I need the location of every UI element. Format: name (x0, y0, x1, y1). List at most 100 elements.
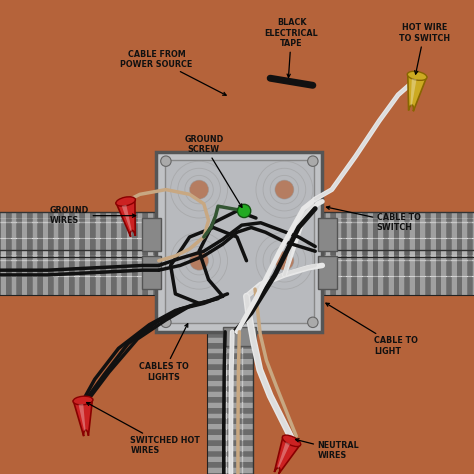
Bar (383, 250, 388, 295)
Bar (138, 250, 143, 295)
Bar (420, 250, 425, 295)
Bar (133, 250, 137, 295)
Bar (165, 160, 314, 323)
Bar (22, 212, 27, 257)
Bar (415, 250, 420, 295)
Bar (154, 250, 158, 295)
Bar (122, 212, 127, 257)
Bar (96, 250, 100, 295)
Bar (207, 430, 253, 435)
Bar (452, 250, 456, 295)
Bar (363, 212, 367, 257)
Text: CABLE TO
SWITCH: CABLE TO SWITCH (327, 206, 421, 232)
Bar (207, 446, 253, 451)
Bar (410, 250, 415, 295)
Bar (463, 212, 467, 257)
Text: CABLE TO
LIGHT: CABLE TO LIGHT (326, 303, 419, 356)
Bar (127, 212, 132, 257)
Bar (17, 250, 21, 295)
Bar (389, 212, 393, 257)
Bar (341, 250, 346, 295)
Bar (207, 473, 253, 474)
Bar (142, 218, 161, 251)
Bar (399, 250, 404, 295)
Bar (468, 250, 473, 295)
Ellipse shape (308, 317, 318, 328)
Bar (69, 250, 74, 295)
Bar (11, 250, 16, 295)
Polygon shape (73, 400, 92, 436)
Bar (207, 403, 253, 408)
Bar (33, 250, 37, 295)
Bar (426, 250, 430, 295)
Bar (64, 212, 69, 257)
Bar (6, 250, 11, 295)
Bar (38, 212, 43, 257)
Bar (207, 343, 253, 348)
Bar (111, 212, 116, 257)
Bar (207, 441, 253, 446)
Bar (1, 212, 6, 257)
Bar (318, 256, 337, 289)
Bar (318, 218, 337, 251)
Bar (143, 212, 148, 257)
Bar (378, 212, 383, 257)
Bar (96, 212, 100, 257)
Bar (91, 212, 95, 257)
Bar (473, 250, 474, 295)
Bar (75, 212, 79, 257)
Bar (405, 212, 410, 257)
Ellipse shape (407, 71, 427, 81)
Polygon shape (408, 74, 427, 111)
Bar (148, 212, 153, 257)
Bar (347, 250, 352, 295)
Bar (80, 250, 85, 295)
Bar (156, 152, 322, 332)
Bar (207, 392, 253, 397)
Bar (207, 332, 253, 337)
Bar (43, 250, 48, 295)
Bar (378, 250, 383, 295)
Bar (207, 452, 253, 456)
Bar (373, 212, 378, 257)
Bar (43, 212, 48, 257)
Bar (207, 370, 253, 375)
Polygon shape (274, 437, 300, 474)
Bar (457, 250, 462, 295)
Bar (91, 250, 95, 295)
Bar (415, 212, 420, 257)
Bar (315, 212, 320, 257)
Bar (17, 212, 21, 257)
Bar (207, 381, 253, 386)
Bar (452, 212, 456, 257)
Ellipse shape (190, 251, 209, 270)
Bar (54, 212, 58, 257)
Bar (11, 212, 16, 257)
Bar (80, 212, 85, 257)
Bar (207, 457, 253, 462)
Ellipse shape (275, 251, 294, 270)
Bar (154, 212, 158, 257)
Bar (111, 250, 116, 295)
Bar (207, 348, 253, 354)
Bar (331, 250, 336, 295)
Bar (394, 250, 399, 295)
Bar (441, 250, 446, 295)
Bar (336, 250, 341, 295)
Polygon shape (122, 205, 132, 231)
Bar (101, 212, 106, 257)
Bar (441, 212, 446, 257)
Bar (447, 250, 451, 295)
Bar (357, 212, 362, 257)
Bar (431, 250, 436, 295)
Bar (336, 212, 341, 257)
Bar (447, 212, 451, 257)
Bar (207, 414, 253, 419)
Bar (373, 250, 378, 295)
Bar (357, 250, 362, 295)
Ellipse shape (116, 197, 136, 206)
Ellipse shape (73, 396, 93, 405)
Bar (331, 212, 336, 257)
Bar (101, 250, 106, 295)
Bar (426, 212, 430, 257)
